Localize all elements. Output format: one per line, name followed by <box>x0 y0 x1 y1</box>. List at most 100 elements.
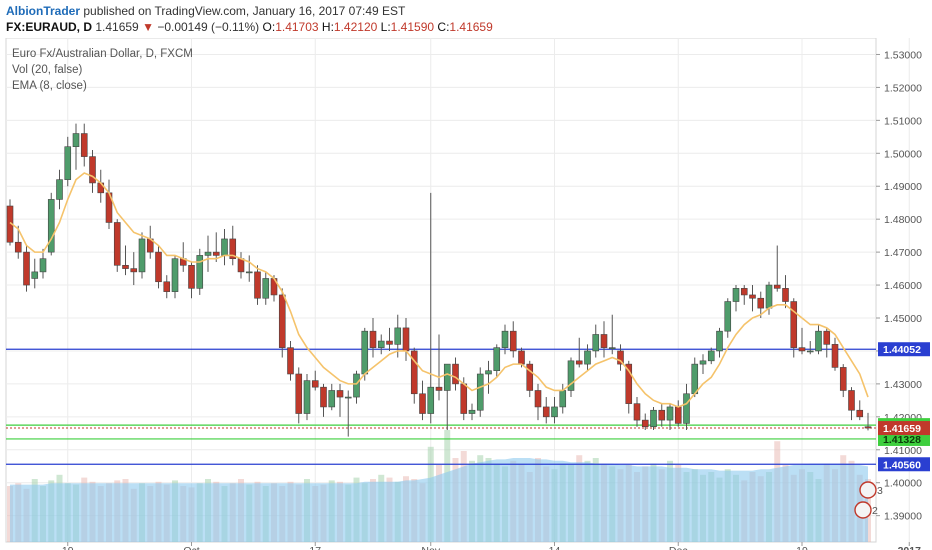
y-tick-label: 1.45000 <box>884 313 922 325</box>
y-tick-label: 1.51000 <box>884 115 922 127</box>
down-arrow-icon: ▼ <box>142 20 154 34</box>
candle-body <box>608 347 616 349</box>
chart-badges[interactable]: 32 <box>854 481 883 519</box>
published-text: published on TradingView.com, January 16… <box>83 4 406 18</box>
candle-body <box>171 258 179 292</box>
candle-body <box>47 199 55 253</box>
candle-body <box>749 294 756 299</box>
candle-body <box>311 380 319 388</box>
event-flag-icon <box>859 481 877 499</box>
candle-body <box>716 330 723 352</box>
low-label: L: <box>380 20 391 34</box>
candle-body <box>320 386 327 408</box>
candle-body <box>328 390 336 408</box>
candle-body <box>856 409 864 418</box>
candle-body <box>155 251 162 283</box>
candle-body <box>138 238 146 273</box>
legend: Euro Fx/Australian Dollar, D, FXCM Vol (… <box>12 48 193 92</box>
candle-body <box>641 419 649 428</box>
ema-line <box>9 172 869 408</box>
candle-body <box>427 386 435 414</box>
y-tick-label: 1.53000 <box>884 49 922 61</box>
open-label: O: <box>262 20 276 34</box>
x-tick-label: 17 <box>309 545 321 550</box>
candle-body <box>526 363 534 391</box>
level-tag-bg <box>878 431 930 446</box>
y-tick-label: 1.40000 <box>884 478 922 490</box>
candle-body <box>567 360 575 391</box>
time-axis[interactable]: 19Oct17Nov14Dec19201716 <box>62 542 932 550</box>
candle-body <box>468 409 476 414</box>
candle-body <box>509 330 517 352</box>
candle-body <box>790 301 798 348</box>
last-price: 1.41659 <box>95 20 139 34</box>
candle-body <box>56 179 63 200</box>
candle-body <box>476 373 484 411</box>
last-price-tag: 1.41659 <box>883 423 921 435</box>
volume-bars <box>7 430 871 542</box>
candle-body <box>221 238 228 256</box>
candle-body <box>245 271 253 274</box>
candle-body <box>773 284 781 289</box>
candle-body <box>295 373 303 414</box>
candle-body <box>559 390 567 408</box>
x-tick-label: 2017 <box>898 545 922 550</box>
candle-body <box>14 241 22 253</box>
event-count: 3 <box>877 485 883 497</box>
low-value: 1.41590 <box>390 20 435 34</box>
candle-body <box>757 297 765 309</box>
candle-body <box>542 406 550 418</box>
candle-body <box>633 403 641 421</box>
candle-body <box>237 258 245 273</box>
price-change: −0.00149 (−0.11%) <box>157 20 260 34</box>
level-tag-bg <box>878 457 930 472</box>
level-tag: 1.44052 <box>883 344 921 356</box>
candle-body <box>707 350 715 362</box>
candle-body <box>130 268 138 273</box>
level-tag: 1.41328 <box>883 434 921 446</box>
candle-body <box>782 288 789 302</box>
candle-body <box>625 363 633 404</box>
symbol-label[interactable]: FX:EURAUD, D <box>6 20 92 34</box>
candle-body <box>806 350 814 353</box>
ema-path <box>9 172 869 408</box>
candle-body <box>204 251 212 256</box>
candle-body <box>229 238 237 260</box>
y-tick-label: 1.46000 <box>884 280 922 292</box>
candle-body <box>303 380 311 414</box>
candle-body <box>287 347 294 375</box>
candle-body <box>254 271 261 299</box>
candle-body <box>864 426 872 429</box>
chart-header: AlbionTrader published on TradingView.co… <box>0 0 932 38</box>
candle-body <box>122 264 129 269</box>
candle-body <box>369 330 377 348</box>
candle-body <box>765 284 773 309</box>
candle-body <box>278 294 286 348</box>
candle-body <box>493 347 501 372</box>
y-tick-label: 1.50000 <box>884 148 922 160</box>
candle-body <box>410 350 418 395</box>
candle-body <box>23 251 30 286</box>
y-tick-label: 1.52000 <box>884 82 922 94</box>
candle-body <box>377 340 385 348</box>
candle-body <box>617 350 624 365</box>
x-tick-label: Oct <box>183 545 199 550</box>
candle-body <box>699 360 707 365</box>
candle-body <box>163 281 171 292</box>
legend-ema[interactable]: EMA (8, close) <box>12 80 87 92</box>
open-value: 1.41703 <box>275 20 319 34</box>
candle-body <box>460 383 468 414</box>
x-tick-label: Dec <box>669 545 688 550</box>
high-label: H: <box>321 20 334 34</box>
author-link[interactable]: AlbionTrader <box>6 4 81 18</box>
candle-body <box>691 363 699 395</box>
legend-volume[interactable]: Vol (20, false) <box>12 64 82 76</box>
candle-body <box>64 146 72 180</box>
candle-body <box>419 393 426 414</box>
candle-body <box>575 360 583 365</box>
horizontal-levels <box>6 348 876 465</box>
price-chart[interactable]: Euro Fx/Australian Dollar, D, FXCM Vol (… <box>0 38 932 550</box>
candlesticks <box>6 123 872 437</box>
candle-body <box>732 288 740 302</box>
candle-body <box>518 350 525 365</box>
